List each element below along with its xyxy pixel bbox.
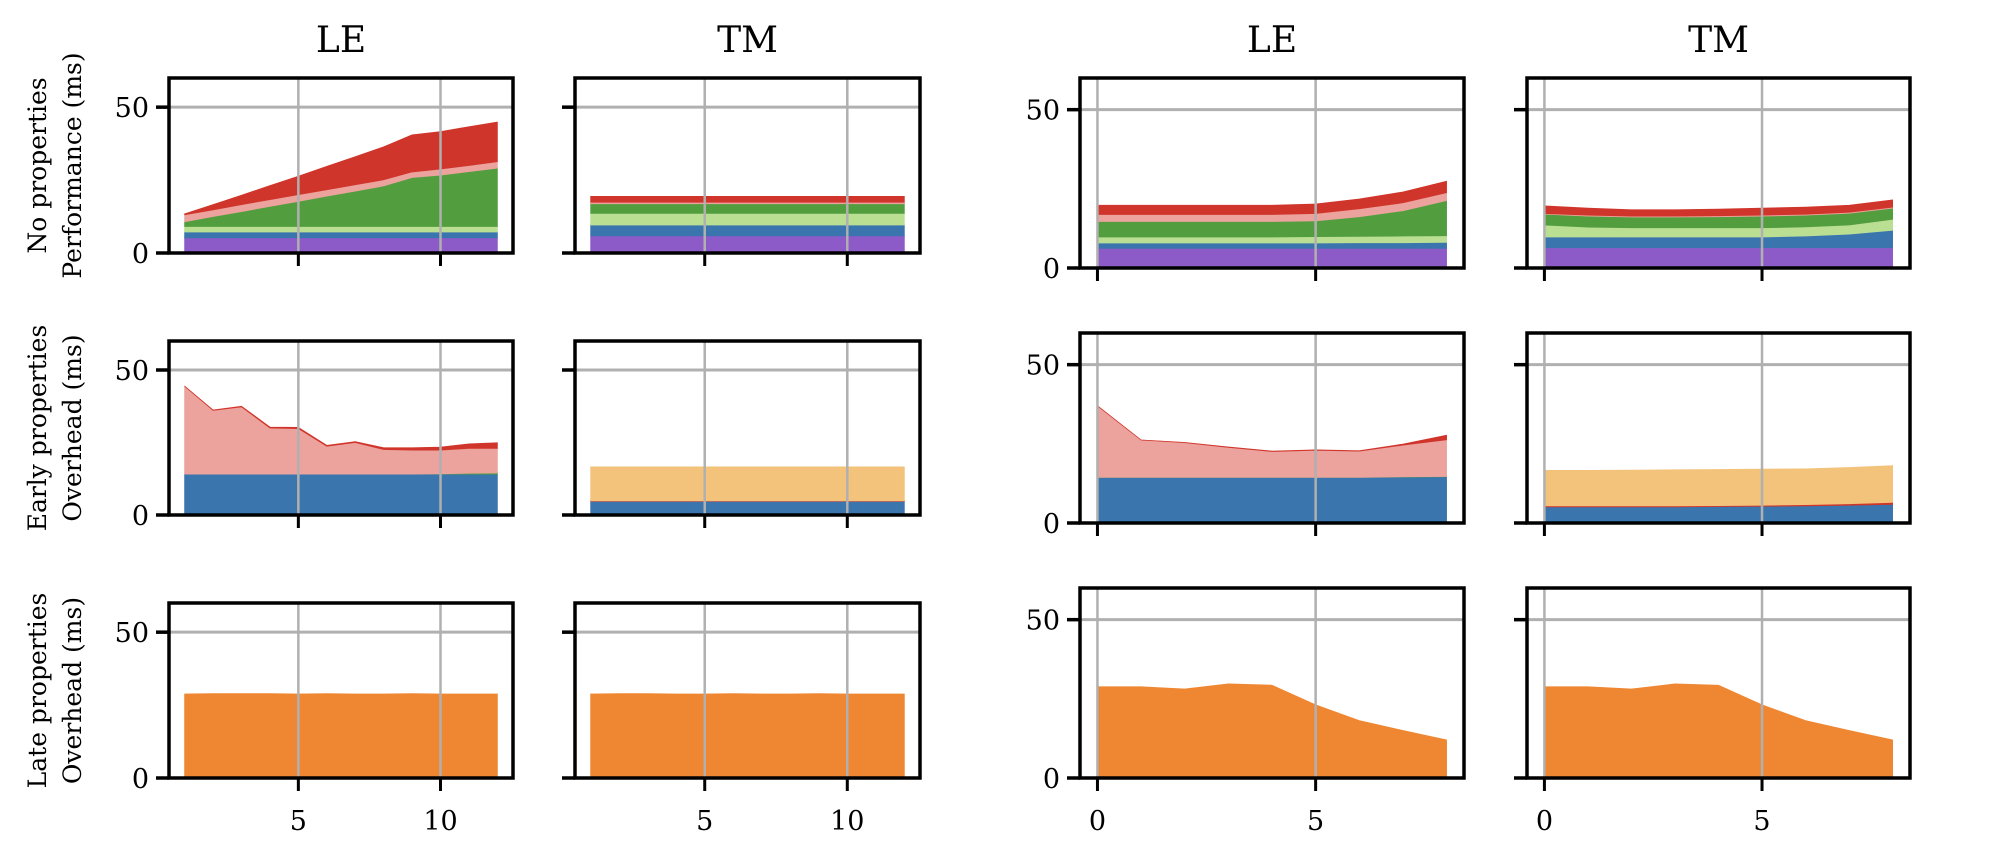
row-label-line: Late properties bbox=[23, 593, 52, 789]
y-tick-label: 50 bbox=[115, 618, 149, 649]
y-tick-label: 50 bbox=[1026, 606, 1060, 637]
panel-r2-c1: 0 50 bbox=[115, 339, 515, 532]
area-series-1 bbox=[590, 235, 905, 254]
panel-title: LE bbox=[1247, 20, 1297, 61]
panel-title: TM bbox=[717, 20, 778, 61]
area-series-1 bbox=[1544, 247, 1893, 269]
area-series-3 bbox=[1544, 465, 1893, 507]
axes-frame bbox=[573, 601, 922, 780]
x-tick-label: 5 bbox=[1307, 806, 1324, 837]
y-tick-label: 50 bbox=[1026, 351, 1060, 382]
area-series-1 bbox=[590, 693, 905, 779]
axes-frame bbox=[1525, 76, 1912, 270]
x-tick-label: 10 bbox=[830, 806, 864, 837]
panel-r2-c4 bbox=[1514, 331, 1912, 536]
row-label-line: No properties bbox=[23, 77, 52, 253]
area-series-1 bbox=[184, 693, 498, 779]
area-series-2 bbox=[590, 224, 905, 237]
y-tick-label: 0 bbox=[132, 764, 149, 795]
area-series-3 bbox=[184, 385, 498, 475]
x-tick-label: 5 bbox=[1753, 806, 1770, 837]
area-series-6 bbox=[1544, 199, 1893, 217]
y-tick-label: 50 bbox=[115, 356, 149, 387]
row-label-line: Overhead (ms) bbox=[58, 334, 87, 521]
area-series-1 bbox=[184, 237, 498, 254]
area-series-3 bbox=[590, 212, 905, 226]
panel-r1-c1: 0 50 LE bbox=[115, 20, 515, 270]
axes-frame bbox=[167, 76, 515, 255]
x-tick-label: 5 bbox=[696, 806, 713, 837]
x-tick-label: 0 bbox=[1536, 806, 1553, 837]
area-series-1 bbox=[590, 500, 905, 516]
axes-frame bbox=[573, 76, 922, 255]
area-series-1 bbox=[1097, 683, 1447, 779]
axes-frame bbox=[1078, 331, 1466, 525]
x-tick-label: 5 bbox=[290, 806, 307, 837]
y-tick-label: 50 bbox=[115, 93, 149, 124]
axes-frame bbox=[1078, 76, 1466, 270]
area-series-4 bbox=[184, 385, 498, 451]
row-label-line: Overhead (ms) bbox=[58, 597, 87, 784]
x-tick-label: 0 bbox=[1089, 806, 1106, 837]
row-label-line: Early properties bbox=[23, 325, 52, 532]
y-tick-label: 0 bbox=[1043, 764, 1060, 795]
panel-title: LE bbox=[316, 20, 366, 61]
area-series-1 bbox=[1097, 247, 1447, 269]
x-tick-label: 10 bbox=[423, 806, 457, 837]
area-series-2 bbox=[184, 231, 498, 239]
area-series-3 bbox=[590, 466, 905, 502]
panel-r1-c2: TM bbox=[562, 20, 922, 266]
panel-r3-c1: 5 10 0 50 bbox=[115, 601, 515, 837]
axes-frame bbox=[167, 339, 515, 517]
axes-frame bbox=[1525, 331, 1912, 525]
axes-frame bbox=[573, 339, 922, 517]
y-tick-label: 0 bbox=[132, 239, 149, 270]
axes-frame bbox=[1525, 586, 1912, 780]
panel-r2-c3: 0 50 bbox=[1026, 331, 1466, 540]
area-series-3 bbox=[184, 226, 498, 233]
y-tick-label: 0 bbox=[1043, 254, 1060, 285]
axes-frame bbox=[167, 601, 515, 780]
area-series-1 bbox=[1097, 476, 1447, 524]
area-series-4 bbox=[590, 203, 905, 214]
area-series-6 bbox=[1097, 180, 1447, 215]
panel-r3-c2: 5 10 bbox=[562, 601, 922, 837]
area-series-6 bbox=[590, 196, 905, 203]
area-series-1 bbox=[1544, 683, 1893, 779]
panel-title: TM bbox=[1688, 20, 1749, 61]
y-tick-label: 0 bbox=[132, 501, 149, 532]
panel-r2-c2 bbox=[562, 339, 922, 528]
y-tick-label: 50 bbox=[1026, 96, 1060, 127]
panel-r1-c4: TM bbox=[1514, 20, 1912, 281]
axes-frame bbox=[1078, 586, 1466, 780]
panel-r1-c3: 0 50 LE bbox=[1026, 20, 1466, 285]
area-series-4 bbox=[1097, 405, 1447, 452]
area-series-3 bbox=[1097, 405, 1447, 478]
area-series-1 bbox=[184, 473, 498, 516]
row-label-line: Performance (ms) bbox=[58, 52, 87, 278]
y-tick-label: 0 bbox=[1043, 509, 1060, 540]
